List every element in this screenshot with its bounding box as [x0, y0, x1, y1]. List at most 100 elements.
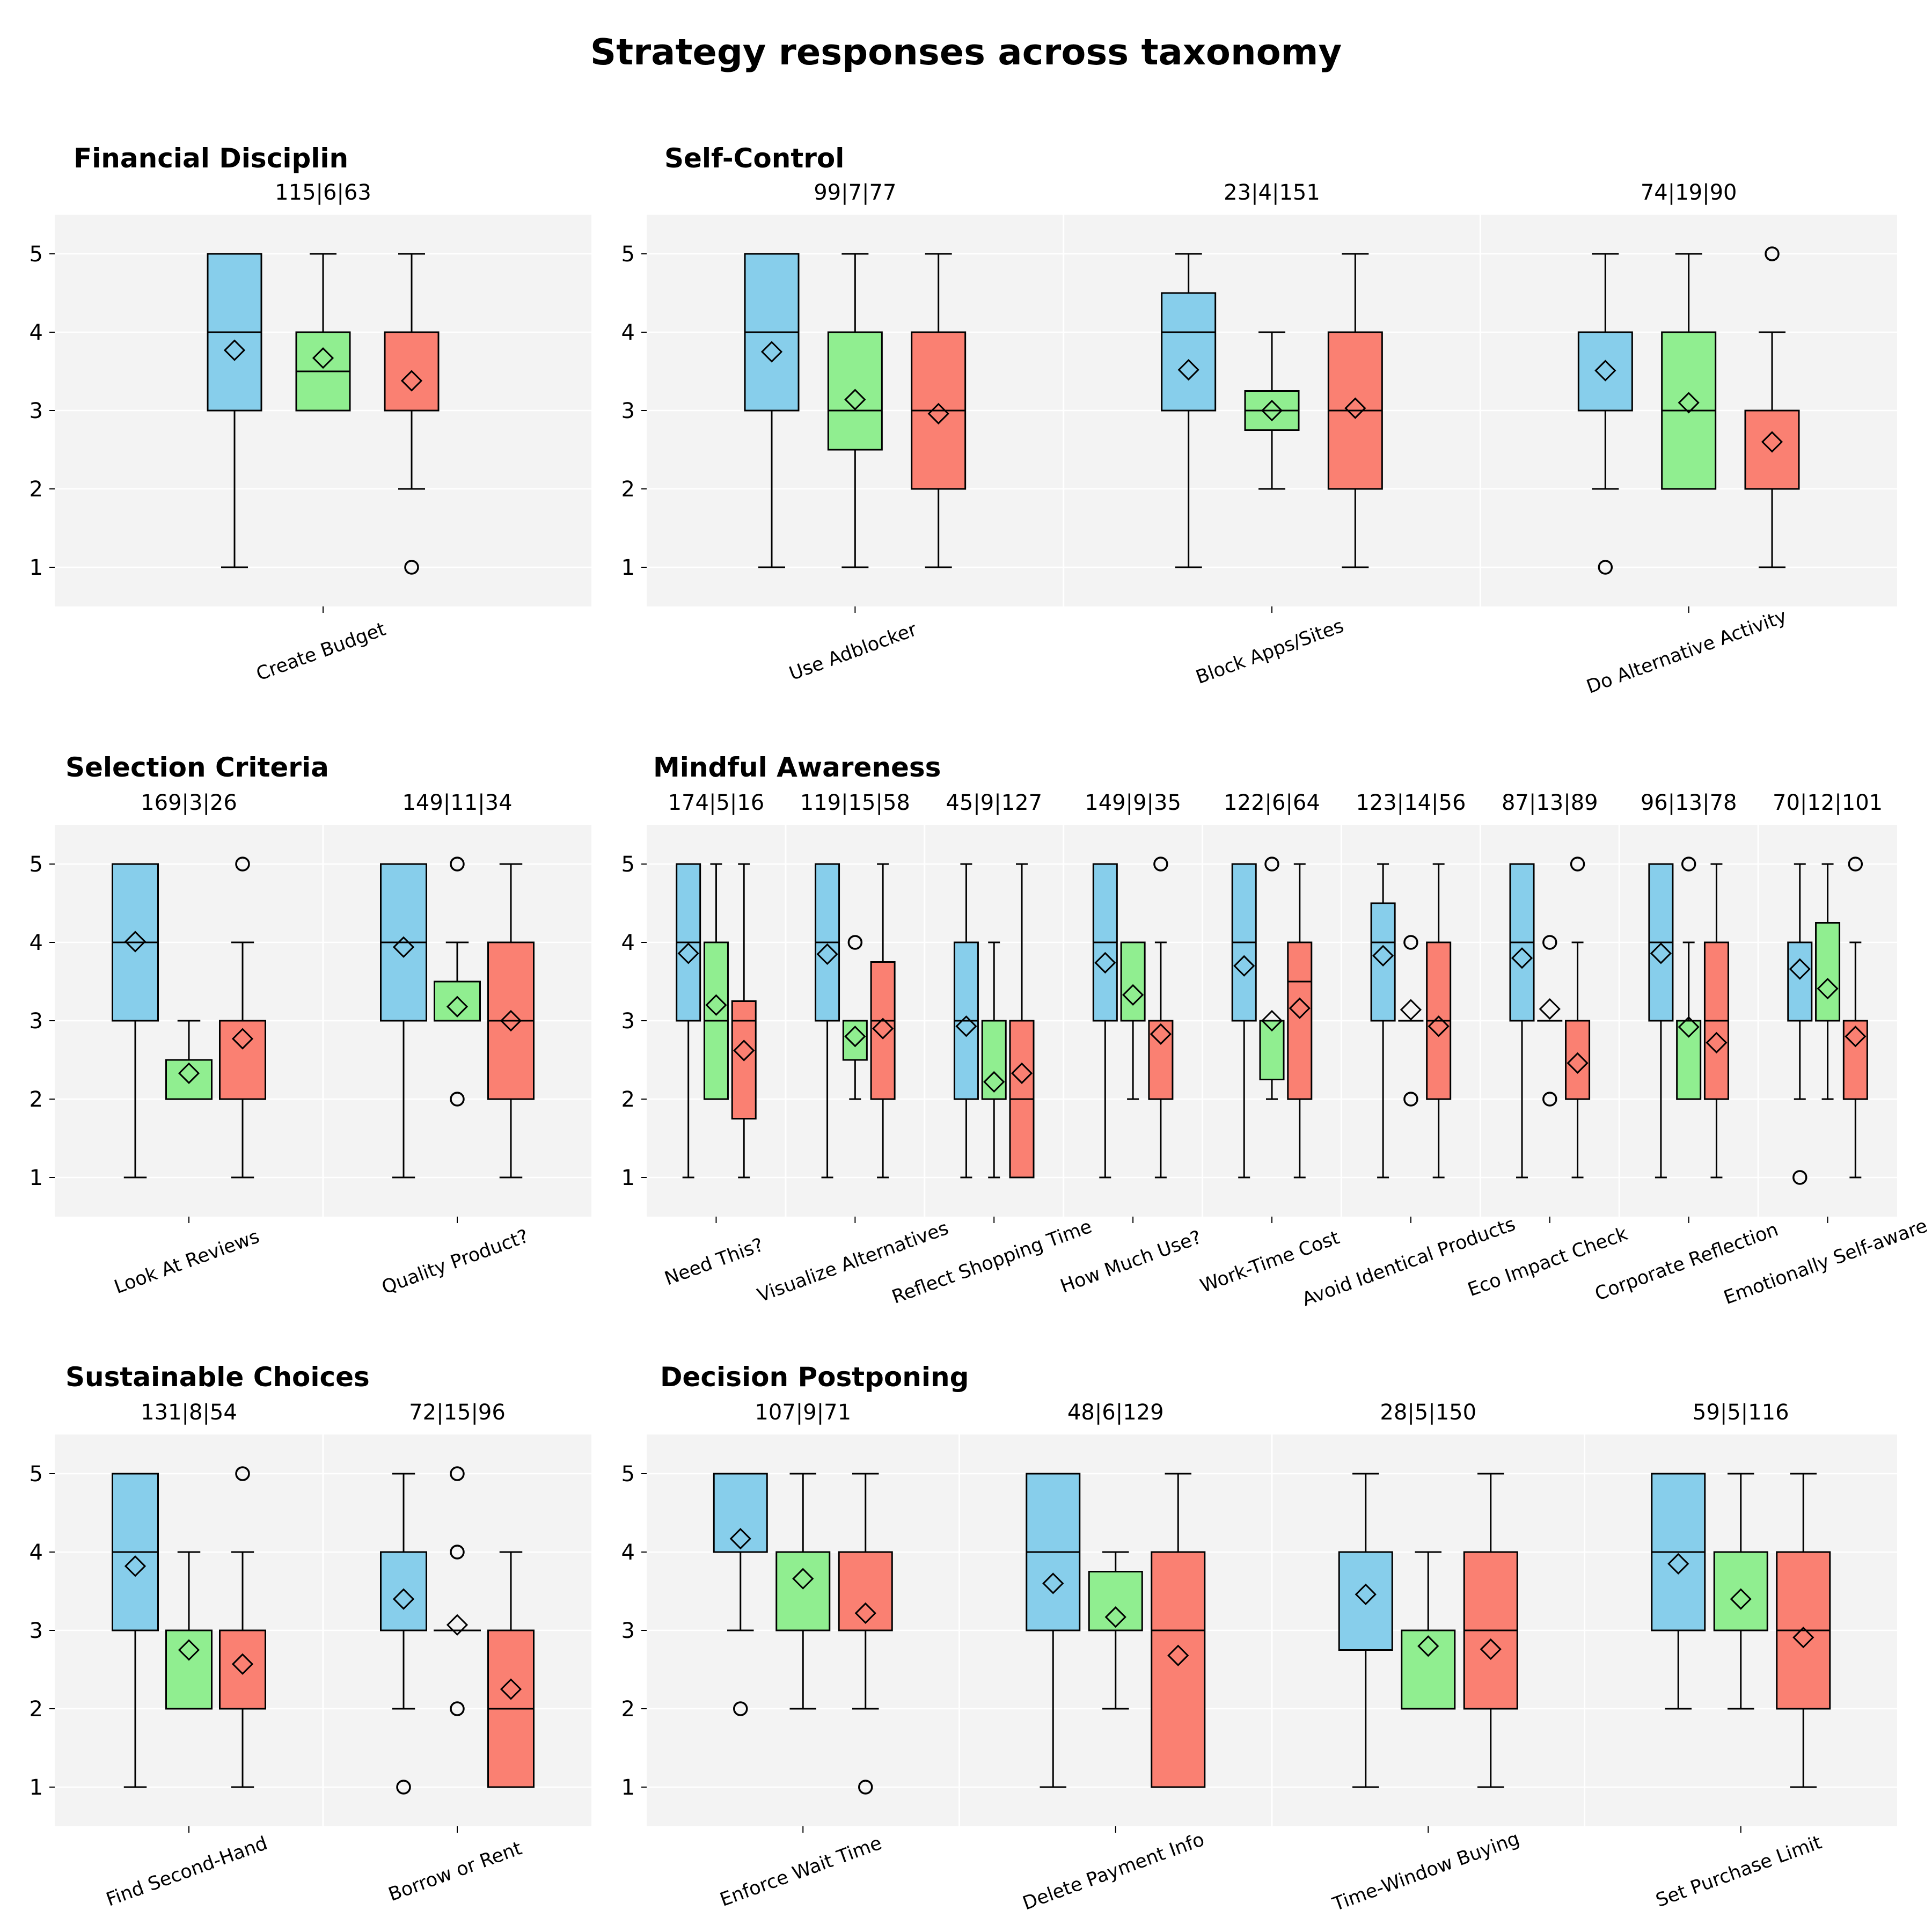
- box-iqr: [219, 1629, 266, 1710]
- x-tick-label: Do Alternative Activity: [1584, 606, 1789, 698]
- mean-diamond-marker: [124, 931, 147, 953]
- mean-diamond-marker: [677, 942, 699, 964]
- mean-diamond-marker: [1667, 1553, 1689, 1575]
- mean-diamond-marker: [1761, 431, 1783, 453]
- box-iqr: [219, 1020, 266, 1100]
- y-tick-label: 5: [621, 242, 635, 267]
- y-tick-label: 3: [30, 1009, 43, 1034]
- x-tick-label: Find Second-Hand: [104, 1833, 270, 1911]
- response-counts-label: 59|5|116: [1693, 1400, 1789, 1425]
- y-tick-label: 3: [621, 399, 635, 423]
- y-tick-label: 4: [30, 1540, 43, 1565]
- response-counts-label: 23|4|151: [1224, 180, 1320, 205]
- outlier-marker: [1681, 857, 1696, 872]
- outlier-marker: [450, 1545, 465, 1560]
- box-iqr: [1287, 941, 1313, 1100]
- box-iqr: [1120, 941, 1146, 1022]
- box-iqr: [1713, 1551, 1768, 1631]
- outlier-marker: [450, 857, 465, 872]
- x-tick-label: Time-Window Buying: [1329, 1828, 1523, 1915]
- outlier-marker: [1598, 560, 1613, 575]
- response-counts-label: 122|6|64: [1224, 791, 1320, 815]
- box-iqr: [1815, 922, 1841, 1022]
- mean-diamond-marker: [1511, 947, 1533, 969]
- x-tick-label: Use Adblocker: [786, 619, 920, 685]
- panel-2: Selection Criteria 1 2 3 4 5 169|3|26 Look At R…: [30, 752, 591, 1299]
- outlier-marker: [1792, 1170, 1807, 1185]
- box-iqr: [1565, 1020, 1591, 1100]
- mean-diamond-marker: [1567, 1052, 1589, 1074]
- outlier-marker: [1403, 935, 1418, 950]
- mean-diamond-marker: [1150, 1023, 1172, 1045]
- box-iqr: [838, 1551, 893, 1631]
- box-iqr: [380, 1551, 427, 1631]
- y-tick-label: 3: [30, 399, 43, 423]
- mean-diamond-marker: [392, 936, 415, 958]
- mean-diamond-marker: [231, 1653, 254, 1675]
- mean-diamond-marker: [1845, 1026, 1867, 1048]
- x-tick-label: Quality Product?: [379, 1226, 531, 1299]
- outlier-marker: [396, 1780, 411, 1795]
- response-counts-label: 70|12|101: [1773, 791, 1883, 815]
- y-tick-label: 2: [30, 1087, 43, 1112]
- outlier-marker: [404, 560, 419, 575]
- mean-diamond-marker: [446, 1614, 469, 1636]
- response-counts-label: 48|6|129: [1067, 1400, 1164, 1425]
- mean-diamond-marker: [1730, 1588, 1752, 1610]
- outlier-marker: [1765, 246, 1780, 261]
- y-tick-label: 2: [30, 1697, 43, 1722]
- mean-diamond-marker: [1678, 392, 1700, 414]
- box-iqr: [1744, 409, 1800, 490]
- mean-diamond-marker: [1122, 984, 1144, 1006]
- y-tick-label: 1: [621, 555, 635, 580]
- outlier-marker: [858, 1780, 873, 1795]
- y-tick-label: 1: [30, 555, 43, 580]
- x-tick-label: Enforce Wait Time: [717, 1833, 884, 1911]
- panel-0: Financial Disciplin 1 2 3 4 5 115|6|63 Create B…: [30, 143, 591, 685]
- mean-diamond-marker: [1678, 1016, 1700, 1038]
- box-iqr: [1401, 1629, 1456, 1710]
- panel-title: Selection Criteria: [65, 752, 329, 783]
- mean-diamond-marker: [1789, 958, 1811, 980]
- y-tick-label: 4: [621, 1540, 635, 1565]
- mean-diamond-marker: [729, 1528, 751, 1550]
- y-tick-label: 4: [621, 320, 635, 345]
- y-tick-label: 3: [621, 1619, 635, 1643]
- response-counts-label: 115|6|63: [275, 180, 371, 205]
- panel-title: Financial Disciplin: [74, 143, 348, 174]
- outlier-marker: [1153, 857, 1168, 872]
- mean-diamond-marker: [178, 1062, 200, 1084]
- mean-diamond-marker: [400, 370, 423, 392]
- panels: Financial Disciplin 1 2 3 4 5 115|6|63 Create B…: [30, 143, 1930, 1916]
- response-counts-label: 45|9|127: [946, 791, 1042, 815]
- mean-diamond-marker: [927, 402, 949, 425]
- mean-diamond-marker: [1355, 1583, 1377, 1605]
- outlier-marker: [235, 857, 250, 872]
- y-tick-label: 5: [621, 1462, 635, 1487]
- outlier-marker: [847, 935, 863, 950]
- y-tick-label: 2: [621, 1697, 635, 1722]
- mean-diamond-marker: [1480, 1638, 1502, 1660]
- mean-diamond-marker: [1094, 952, 1116, 974]
- response-counts-label: 99|7|77: [814, 180, 896, 205]
- response-counts-label: 131|8|54: [141, 1400, 237, 1425]
- outlier-marker: [1542, 1092, 1557, 1107]
- mean-diamond-marker: [1177, 358, 1199, 381]
- response-counts-label: 123|14|56: [1356, 791, 1466, 815]
- response-counts-label: 74|19|90: [1641, 180, 1737, 205]
- response-counts-label: 174|5|16: [668, 791, 765, 815]
- x-tick-label: Borrow or Rent: [386, 1838, 525, 1906]
- box-iqr: [165, 1629, 213, 1710]
- y-tick-label: 4: [30, 931, 43, 955]
- mean-diamond-marker: [1104, 1606, 1126, 1628]
- box-iqr: [165, 1059, 213, 1100]
- outlier-marker: [235, 1466, 250, 1481]
- y-tick-label: 1: [621, 1166, 635, 1190]
- mean-diamond-marker: [816, 943, 838, 965]
- mean-diamond-marker: [1539, 998, 1561, 1020]
- mean-diamond-marker: [1372, 945, 1394, 967]
- box-iqr: [434, 980, 481, 1022]
- mean-diamond-marker: [500, 1009, 522, 1032]
- mean-diamond-marker: [1344, 397, 1366, 419]
- mean-diamond-marker: [223, 339, 246, 361]
